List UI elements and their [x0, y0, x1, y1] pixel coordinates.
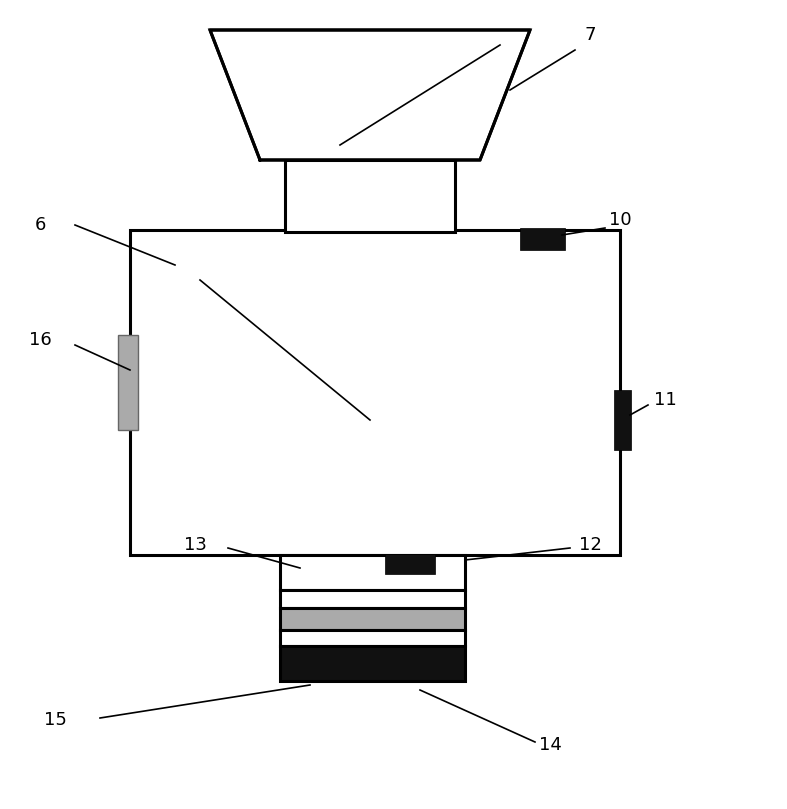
Text: 15: 15 [43, 711, 66, 729]
Bar [285, 160, 455, 232]
Bar [130, 230, 620, 555]
Bar [280, 590, 465, 608]
Text: 10: 10 [608, 211, 631, 229]
Bar [280, 608, 465, 630]
Bar [385, 554, 435, 574]
Bar [118, 335, 138, 430]
Text: 7: 7 [584, 26, 596, 44]
Bar [280, 555, 465, 590]
Bar [520, 228, 565, 250]
Text: 13: 13 [183, 536, 206, 554]
Text: 11: 11 [654, 391, 676, 409]
Text: 12: 12 [578, 536, 601, 554]
Polygon shape [210, 30, 530, 160]
Text: 16: 16 [28, 331, 51, 349]
Bar [614, 390, 631, 450]
Text: 6: 6 [35, 216, 46, 234]
Bar [280, 646, 465, 681]
Text: 14: 14 [538, 736, 561, 754]
Bar [280, 630, 465, 646]
